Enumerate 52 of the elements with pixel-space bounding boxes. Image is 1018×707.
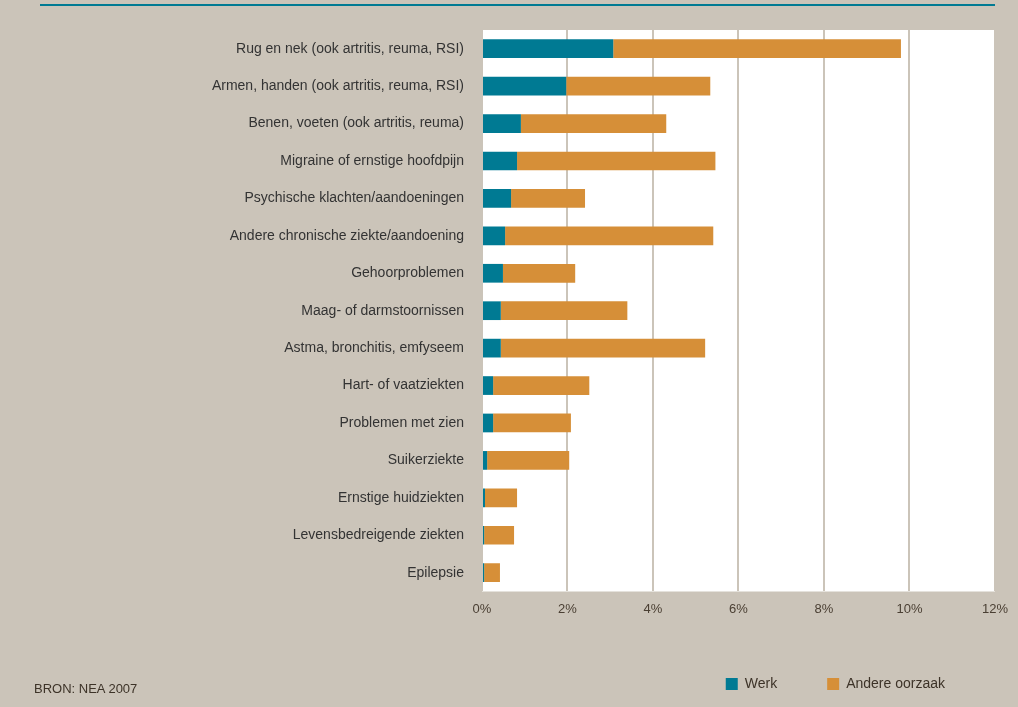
bar: [500, 338, 706, 358]
y-tick-label: Levensbedreigende ziekten: [292, 526, 464, 543]
bar: [484, 525, 515, 545]
bar: [517, 151, 716, 171]
bar: [500, 301, 628, 321]
bar: [483, 451, 488, 470]
bar: [483, 114, 521, 133]
y-tick-label: Ernstige huidziekten: [337, 488, 464, 505]
bar: [493, 376, 590, 395]
y-tick-label: Gehoorproblemen: [351, 264, 464, 281]
y-tick-label: Maag- of darmstoornissen: [301, 301, 464, 318]
x-tick-label: 4%: [643, 600, 663, 616]
y-tick-label: Andere chronische ziekte/aandoening: [229, 226, 464, 243]
x-tick-label: 0%: [472, 600, 492, 616]
bar: [483, 189, 512, 208]
x-tick-label: 10%: [896, 600, 923, 616]
bar: [484, 488, 518, 508]
bar: [566, 76, 711, 96]
x-tick-label: 6%: [729, 600, 749, 616]
y-tick-label: Psychische klachten/aandoeningen: [244, 189, 464, 206]
y-tick-label: Problemen met zien: [339, 413, 464, 430]
bar: [511, 189, 586, 208]
x-tick-label: 2%: [558, 600, 578, 616]
bar: [483, 338, 501, 358]
bar: [483, 76, 567, 96]
bar: [483, 301, 501, 321]
bar: [483, 263, 503, 283]
bar: [493, 413, 571, 433]
bar: [613, 39, 901, 59]
bar: [520, 114, 667, 133]
y-tick-label: Benen, voeten (ook artritis, reuma): [248, 114, 464, 131]
y-tick-label: Astma, bronchitis, emfyseem: [284, 338, 464, 355]
y-tick-label: Migraine of ernstige hoofdpijn: [280, 151, 464, 168]
bar: [484, 563, 500, 583]
bar: [487, 451, 570, 470]
y-tick-label: Rug en nek (ook artritis, reuma, RSI): [236, 39, 464, 56]
legend-label: Werk: [744, 674, 779, 691]
y-tick-label: Armen, handen (ook artritis, reuma, RSI): [211, 77, 464, 93]
y-tick-label: Hart- of vaatziekten: [342, 376, 464, 393]
x-tick-label: 12%: [981, 600, 1009, 616]
bar: [483, 226, 506, 246]
x-tick-label: 8%: [814, 600, 834, 616]
bar: [483, 151, 518, 171]
text: BRON: NEA 2007: [34, 681, 138, 696]
y-tick-label: Epilepsie: [407, 563, 465, 580]
bar: [483, 413, 494, 433]
bar: [505, 226, 714, 246]
bar: [483, 39, 614, 59]
bar: [483, 376, 494, 395]
bar: [502, 263, 576, 283]
y-tick-label: Suikerziekte: [387, 451, 465, 468]
legend-label: Andere oorzaak: [846, 674, 946, 691]
